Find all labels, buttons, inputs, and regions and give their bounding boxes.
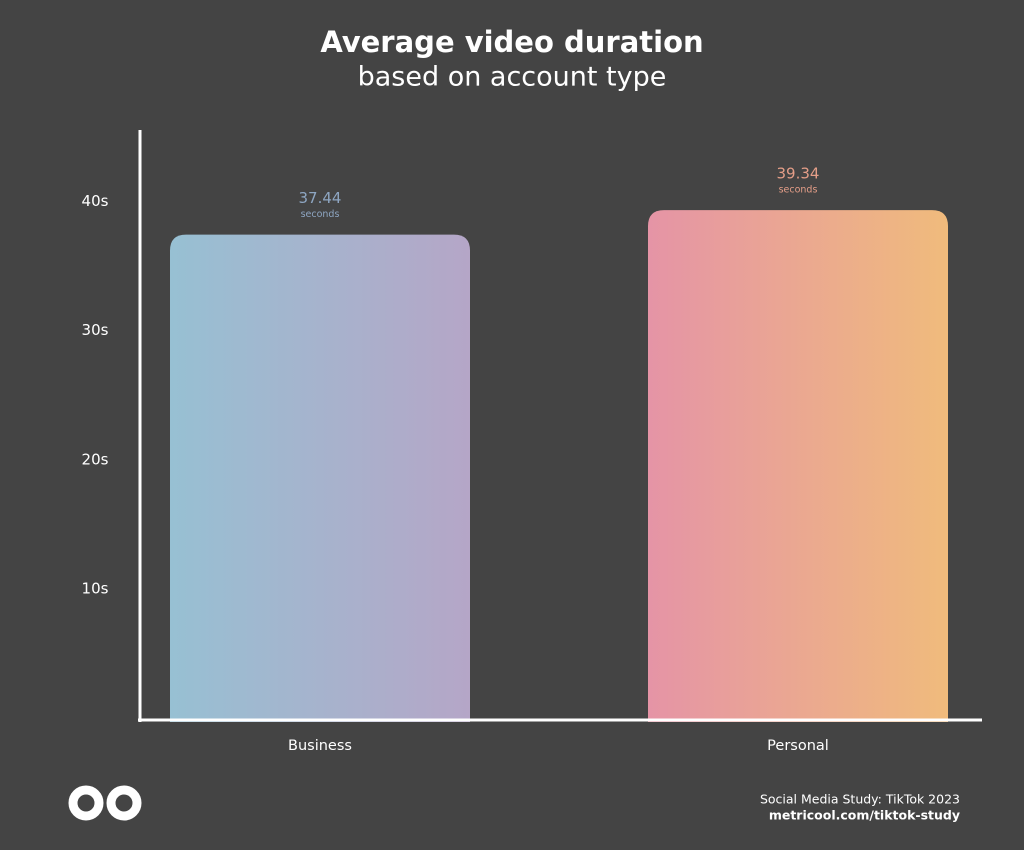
source-url: metricool.com/tiktok-study xyxy=(769,808,960,823)
x-tick-label: Business xyxy=(288,738,352,754)
y-tick-label: 10s xyxy=(82,579,109,597)
chart-title: Average video duration xyxy=(320,25,703,59)
value-unit: seconds xyxy=(779,185,818,196)
y-tick-label: 40s xyxy=(82,192,109,210)
value-label: 39.34 xyxy=(777,165,820,183)
value-label: 37.44 xyxy=(299,189,342,207)
bar xyxy=(648,210,948,722)
chart-subtitle: based on account type xyxy=(358,62,667,93)
source: Social Media Study: TikTok 2023 xyxy=(760,792,960,807)
value-unit: seconds xyxy=(301,209,340,220)
x-tick-label: Personal xyxy=(767,738,829,754)
logo xyxy=(68,785,142,821)
y-tick-label: 20s xyxy=(82,450,109,468)
bar xyxy=(170,234,470,722)
y-tick-label: 30s xyxy=(82,321,109,339)
